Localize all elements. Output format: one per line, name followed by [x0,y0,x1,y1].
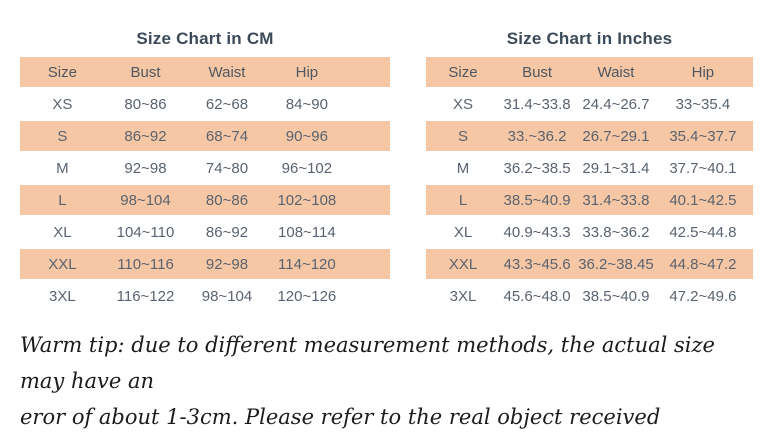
bust-cell: 36.2~38.5 [503,159,571,177]
table-row-xxl: XXL 110~116 92~98 114~120 [20,249,390,279]
waist-cell: 80~86 [205,191,249,209]
table-row-s: S 86~92 68~74 90~96 [20,121,390,151]
hip-cell: 35.4~37.7 [669,127,737,145]
hip-cell: 84~90 [285,95,328,113]
waist-cell: 38.5~40.9 [582,287,650,305]
waist-cell: 29.1~31.4 [582,159,650,177]
size-cell: XXL [48,255,77,273]
waist-cell: 62~68 [205,95,249,113]
hip-cell: 120~126 [277,287,337,305]
size-cell: XL [53,223,72,241]
hip-cell: 108~114 [278,223,336,241]
size-cell: XS [453,95,474,113]
bust-cell: 110~116 [117,255,174,273]
waist-cell: 33.8~36.2 [582,223,650,241]
bust-cell: 33.~36.2 [507,127,567,145]
size-cell: 3XL [449,287,477,305]
bust-cell: 98~104 [120,191,171,209]
bust-cell: 31.4~33.8 [503,95,571,113]
cm-table-title: Size Chart in CM [136,29,274,48]
warm-tip-text: Warm tip: due to different measurement m… [20,327,765,435]
warm-tip-line-1: Warm tip: due to different measurement m… [20,333,715,393]
inches-table-title: Size Chart in Inches [506,29,673,48]
hip-cell: 44.8~47.2 [669,255,737,273]
waist-cell: 26.7~29.1 [582,127,650,145]
size-cell: L [58,191,67,209]
waist-cell: 31.4~33.8 [582,191,650,209]
hip-cell: 102~108 [277,191,337,209]
table-row-xl: XL 40.9~43.3 33.8~36.2 42.5~44.8 [426,217,753,247]
column-header-size: Size [448,63,478,81]
waist-cell: 68~74 [205,127,249,145]
table-row-xl: XL 104~110 86~92 108~114 [20,217,390,247]
bust-cell: 80~86 [124,95,167,113]
column-header-waist: Waist [597,63,635,81]
column-header-size: Size [47,63,77,81]
size-cell: S [458,127,469,145]
size-cell: S [57,127,68,145]
size-cell: XXL [448,255,478,273]
column-header-hip: Hip [295,63,319,81]
bust-cell: 40.9~43.3 [503,223,571,241]
bust-cell: 45.6~48.0 [503,287,571,305]
table-row-3xl: 3XL 116~122 98~104 120~126 [20,281,390,311]
waist-cell: 36.2~38.45 [578,255,654,273]
table-row-m: M 36.2~38.5 29.1~31.4 37.7~40.1 [426,153,753,183]
warm-tip-line-2: eror of about 1-3cm. Please refer to the… [20,405,661,429]
size-cell: 3XL [49,287,76,305]
bust-cell: 38.5~40.9 [503,191,571,209]
waist-cell: 92~98 [205,255,249,273]
hip-cell: 114~120 [278,255,336,273]
size-table-cm: Size Chart in CM Size Bust Waist Hip XS … [20,28,390,313]
hip-cell: 37.7~40.1 [669,159,737,177]
bust-cell: 92~98 [124,159,167,177]
bust-cell: 43.3~45.6 [503,255,571,273]
table-row-l: L 98~104 80~86 102~108 [20,185,390,215]
waist-cell: 98~104 [201,287,253,305]
column-header-waist: Waist [208,63,246,81]
table-row-xs: XS 31.4~33.8 24.4~26.7 33~35.4 [426,89,753,119]
column-header-bust: Bust [130,63,161,81]
table-row-3xl: 3XL 45.6~48.0 38.5~40.9 47.2~49.6 [426,281,753,311]
table-row-l: L 38.5~40.9 31.4~33.8 40.1~42.5 [426,185,753,215]
size-cell: L [458,191,468,209]
waist-cell: 24.4~26.7 [582,95,650,113]
hip-cell: 96~102 [281,159,333,177]
size-cell: XS [52,95,73,113]
hip-cell: 47.2~49.6 [669,287,737,305]
table-row-xs: XS 80~86 62~68 84~90 [20,89,390,119]
hip-cell: 42.5~44.8 [669,223,737,241]
hip-cell: 90~96 [285,127,328,145]
table-row-s: S 33.~36.2 26.7~29.1 35.4~37.7 [426,121,753,151]
bust-cell: 86~92 [124,127,167,145]
hip-cell: 40.1~42.5 [669,191,737,209]
column-header-hip: Hip [691,63,715,81]
size-table-inches: Size Chart in Inches Size Bust Waist Hip… [426,28,753,313]
inches-header-row: Size Bust Waist Hip [426,57,753,87]
waist-cell: 74~80 [205,159,249,177]
size-cell: M [56,159,69,177]
column-header-bust: Bust [522,63,553,81]
table-row-m: M 92~98 74~80 96~102 [20,153,390,183]
bust-cell: 104~110 [116,223,175,241]
hip-cell: 33~35.4 [675,95,731,113]
size-cell: XL [453,223,473,241]
waist-cell: 86~92 [205,223,249,241]
table-row-xxl: XXL 43.3~45.6 36.2~38.45 44.8~47.2 [426,249,753,279]
size-cell: M [456,159,470,177]
cm-header-row: Size Bust Waist Hip [20,57,390,87]
bust-cell: 116~122 [116,287,175,305]
